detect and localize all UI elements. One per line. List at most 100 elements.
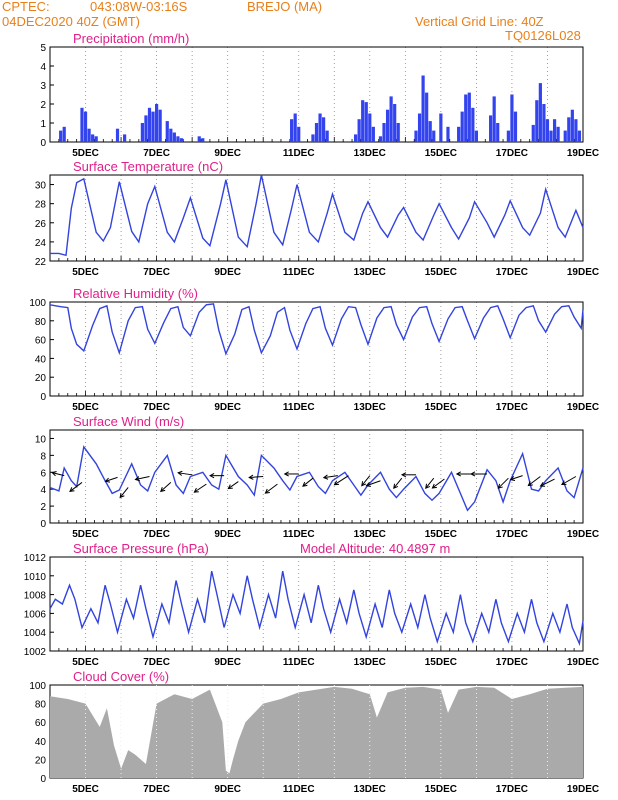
wind-arrow-shaft (393, 477, 403, 489)
wind-arrow (333, 475, 349, 486)
y-tick-label: 10 (35, 434, 47, 445)
wind-arrow-head (393, 483, 399, 490)
y-tick-label: 3 (40, 81, 46, 92)
wind-arrow-head (322, 474, 329, 480)
panel-title: Relative Humidity (%) (73, 286, 198, 301)
precip-bar (393, 104, 397, 142)
precip-bar (353, 134, 358, 142)
precip-bar (417, 113, 422, 142)
precip-bar (577, 130, 582, 142)
precip-bar (179, 138, 184, 142)
x-tick-label: 19DEC (567, 267, 599, 278)
wind-arrow (283, 471, 299, 477)
x-tick-label: 11DEC (283, 529, 315, 540)
panel-title: Surface Wind (m/s) (73, 414, 184, 429)
precip-bar (471, 107, 475, 142)
header-source: CPTEC: (2, 0, 50, 14)
x-tick-label: 9DEC (214, 267, 241, 278)
precip-bar (446, 126, 450, 142)
y-tick-label: 1012 (24, 553, 47, 564)
header-station: BREJO (MA) (247, 0, 323, 14)
precip-bar (325, 130, 329, 142)
wind-arrow-head (527, 481, 533, 487)
wind-arrow (264, 483, 278, 494)
y-tick-label: 100 (29, 681, 46, 692)
wind-arrow-head (193, 487, 199, 493)
precip-bar (457, 126, 461, 142)
y-tick-label: 2 (40, 100, 46, 111)
x-tick-label: 13DEC (354, 267, 386, 278)
wind-arrow-head (539, 482, 546, 487)
precip-bar (80, 107, 84, 142)
precip-bar (567, 117, 571, 142)
precip-bar (492, 96, 496, 142)
precip-bar (563, 130, 567, 142)
precip-bar (62, 126, 66, 142)
x-tick-label: 11DEC (283, 657, 315, 668)
precip-bar (439, 113, 443, 142)
wind-arrow-head (227, 484, 233, 490)
panel-5 (49, 684, 584, 779)
precip-bar (510, 94, 514, 142)
y-tick-label: 0 (40, 138, 46, 149)
panel-title: Surface Temperature (nC) (73, 159, 223, 174)
precip-bar (140, 123, 144, 142)
wind-arrow (527, 476, 541, 487)
x-tick-label: 13DEC (354, 529, 386, 540)
y-tick-label: 60 (35, 336, 47, 347)
wind-arrow (470, 471, 488, 477)
x-tick-label: 13DEC (354, 784, 386, 795)
wind-arrow-shaft (228, 481, 239, 489)
wind-arrow-shaft (334, 475, 349, 486)
wind-arrow (509, 475, 523, 481)
x-tick-label: 9DEC (214, 402, 241, 413)
precip-bar (382, 123, 386, 142)
panel-note: Model Altitude: 40.4897 m (300, 541, 450, 556)
precip-bar (361, 100, 365, 142)
wind-arrow-shaft (323, 475, 338, 479)
x-tick-label: 5DEC (72, 267, 99, 278)
wind-arrow-head (365, 482, 371, 487)
x-tick-label: 7DEC (143, 402, 170, 413)
wind-arrow (248, 474, 264, 480)
wind-arrow-head (134, 476, 140, 482)
wind-arrow-shaft (425, 477, 435, 489)
wind-arrow (322, 474, 338, 480)
precip-bar (322, 117, 326, 142)
precip-bar (385, 109, 390, 142)
panel-title: Cloud Cover (%) (73, 669, 169, 684)
x-tick-label: 7DEC (143, 784, 170, 795)
precip-bar (542, 104, 546, 142)
precip-bar (311, 134, 315, 142)
precip-bar (428, 121, 432, 142)
wind-arrow (51, 471, 65, 477)
wind-arrow (119, 487, 129, 499)
wind-arrow (177, 470, 193, 476)
wind-arrow-head (470, 471, 476, 477)
precip-bar (506, 130, 510, 142)
wind-arrow-shaft (135, 476, 150, 480)
x-tick-label: 15DEC (425, 784, 457, 795)
x-tick-label: 11DEC (283, 402, 315, 413)
panel-frame (49, 174, 584, 262)
y-tick-label: 0 (40, 774, 46, 785)
wind-arrow-head (400, 472, 407, 478)
wind-arrow (497, 477, 509, 489)
precip-bar (396, 123, 400, 142)
x-tick-label: 7DEC (143, 529, 170, 540)
y-tick-label: 0 (40, 392, 46, 403)
x-tick-label: 9DEC (214, 784, 241, 795)
x-tick-label: 7DEC (143, 657, 170, 668)
x-tick-label: 7DEC (143, 267, 170, 278)
precip-bar (378, 136, 383, 142)
x-tick-label: 5DEC (72, 402, 99, 413)
x-tick-label: 9DEC (214, 657, 241, 668)
wind-arrow-head (51, 471, 57, 477)
wind-arrow-head (497, 483, 503, 489)
precip-bar (552, 119, 557, 142)
x-tick-label: 11DEC (283, 148, 315, 159)
wind-arrow-shaft (366, 480, 381, 487)
wind-arrow-shaft (510, 475, 523, 481)
wind-arrow-head (560, 480, 567, 486)
precip-bar (91, 134, 95, 142)
